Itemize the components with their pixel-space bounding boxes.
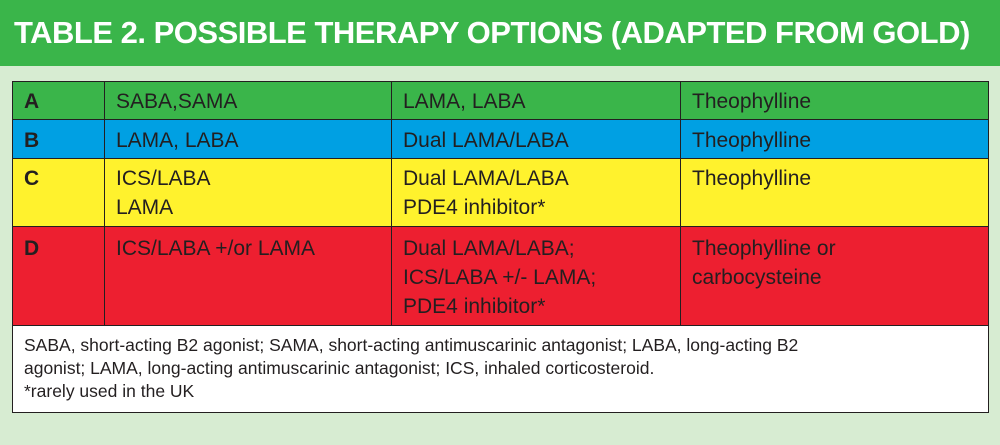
option-cell-1: ICS/LABA +/or LAMA — [104, 226, 392, 326]
option-cell-3: Theophylline or carbocysteine — [680, 226, 989, 326]
title-bar: TABLE 2. POSSIBLE THERAPY OPTIONS (ADAPT… — [0, 0, 1000, 66]
table-row-grade-a: A SABA,SAMA LAMA, LABA Theophylline — [12, 81, 989, 120]
grade-cell: C — [12, 158, 105, 227]
table-title: TABLE 2. POSSIBLE THERAPY OPTIONS (ADAPT… — [14, 15, 970, 50]
table-row-grade-c: C ICS/LABA LAMA Dual LAMA/LABA PDE4 inhi… — [12, 158, 989, 227]
option-cell-1: SABA,SAMA — [104, 81, 392, 120]
grade-cell: D — [12, 226, 105, 326]
option-cell-1: LAMA, LABA — [104, 119, 392, 159]
therapy-options-table: A SABA,SAMA LAMA, LABA Theophylline B LA… — [12, 81, 989, 413]
option-cell-3: Theophylline — [680, 81, 989, 120]
table-row-grade-d: D ICS/LABA +/or LAMA Dual LAMA/LABA; ICS… — [12, 226, 989, 326]
option-cell-3: Theophylline — [680, 158, 989, 227]
option-cell-2: Dual LAMA/LABA — [391, 119, 681, 159]
footnote-abbreviations: SABA, short-acting B2 agonist; SAMA, sho… — [24, 335, 799, 378]
option-cell-2: LAMA, LABA — [391, 81, 681, 120]
option-cell-2: Dual LAMA/LABA; ICS/LABA +/- LAMA; PDE4 … — [391, 226, 681, 326]
footnote-note: *rarely used in the UK — [24, 381, 195, 401]
option-cell-3: Theophylline — [680, 119, 989, 159]
grade-cell: A — [12, 81, 105, 120]
option-cell-2: Dual LAMA/LABA PDE4 inhibitor* — [391, 158, 681, 227]
footnote-row: SABA, short-acting B2 agonist; SAMA, sho… — [12, 325, 989, 413]
table-row-grade-b: B LAMA, LABA Dual LAMA/LABA Theophylline — [12, 119, 989, 159]
grade-cell: B — [12, 119, 105, 159]
option-cell-1: ICS/LABA LAMA — [104, 158, 392, 227]
footnote-cell: SABA, short-acting B2 agonist; SAMA, sho… — [12, 325, 989, 413]
